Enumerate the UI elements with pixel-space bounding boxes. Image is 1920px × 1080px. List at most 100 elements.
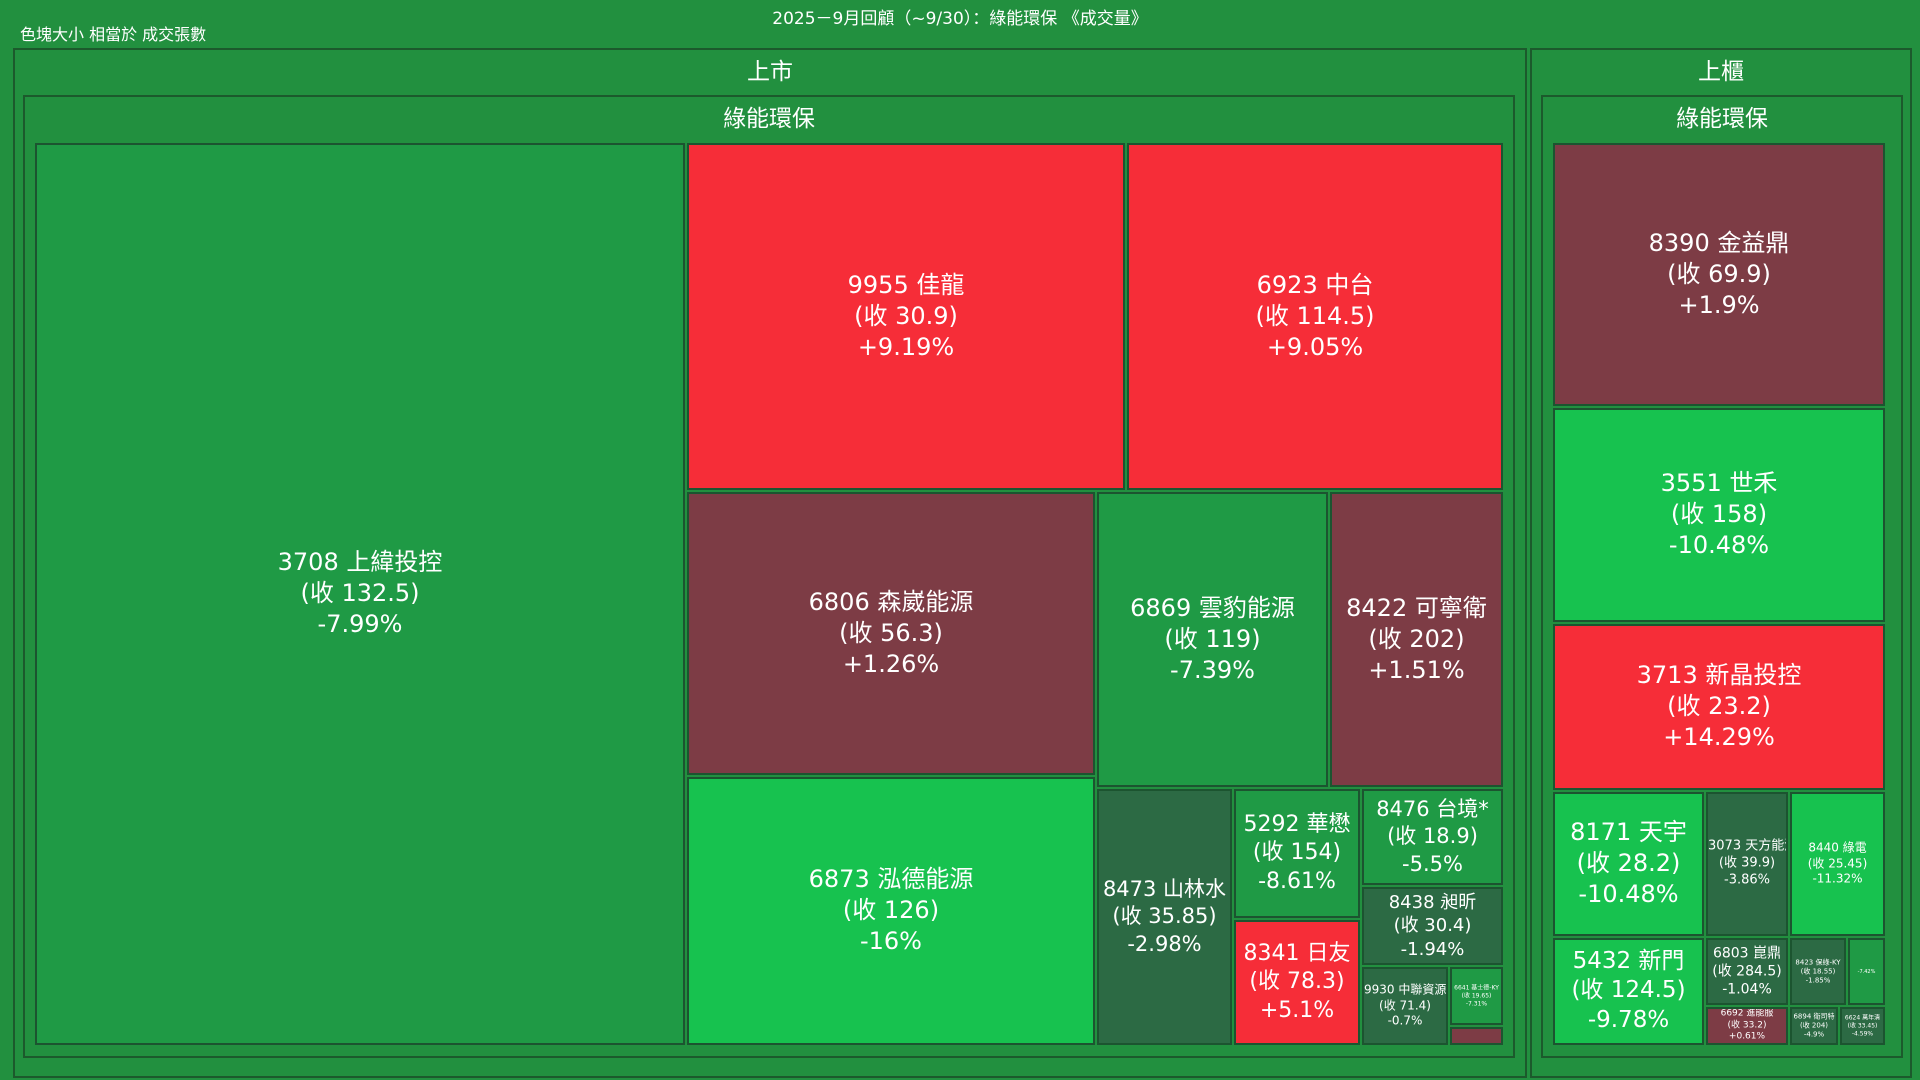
treemap-tile-5292[interactable]: 5292 華懋 (收 154) -8.61% xyxy=(1234,789,1360,918)
treemap-tile-3708[interactable]: 3708 上緯投控 (收 132.5) -7.99% xyxy=(35,143,685,1045)
tile-close-price: (收 56.3) xyxy=(839,618,943,647)
tile-close-price: (收 18.55) xyxy=(1800,966,1836,975)
tile-change-pct: +9.19% xyxy=(857,333,955,362)
tile-stock-name: 6894 衛司特 xyxy=(1793,1012,1835,1021)
tile-label: 8440 綠電 (收 25.45) -11.32% xyxy=(1792,841,1883,888)
tile-change-pct: +14.29% xyxy=(1663,723,1775,752)
treemap-tile-8423[interactable]: 8423 保綠-KY (收 18.55) -1.85% xyxy=(1790,938,1846,1005)
tile-change-pct: -5.5% xyxy=(1402,851,1463,876)
treemap-tile[interactable] xyxy=(1450,1027,1503,1045)
treemap-tile-6692[interactable]: 6692 進能服 (收 33.2) +0.61% xyxy=(1706,1007,1788,1045)
tile-change-pct: -10.48% xyxy=(1578,880,1679,909)
tile-stock-name: 6923 中台 xyxy=(1256,270,1374,299)
treemap-tile-6806[interactable]: 6806 森崴能源 (收 56.3) +1.26% xyxy=(687,492,1095,775)
treemap-tile-6873[interactable]: 6873 泓德能源 (收 126) -16% xyxy=(687,777,1095,1045)
treemap-tile-6923[interactable]: 6923 中台 (收 114.5) +9.05% xyxy=(1127,143,1503,490)
tile-label: 8476 台境* (收 18.9) -5.5% xyxy=(1364,796,1501,878)
tile-change-pct: +1.9% xyxy=(1678,291,1760,320)
tile-change-pct: -9.78% xyxy=(1587,1007,1670,1034)
tile-label: 8341 日友 (收 78.3) +5.1% xyxy=(1236,940,1358,1026)
treemap-tile[interactable]: -7.42% xyxy=(1848,938,1885,1005)
tile-stock-name: 6873 泓德能源 xyxy=(808,865,974,894)
tile-close-price: (收 23.2) xyxy=(1667,692,1771,721)
sector-panel xyxy=(1541,95,1903,1058)
sector-title: 綠能環保 xyxy=(1676,106,1768,132)
market-title: 上市 xyxy=(747,59,793,85)
treemap-tile-8390[interactable]: 8390 金益鼎 (收 69.9) +1.9% xyxy=(1553,143,1885,406)
treemap-tile-9955[interactable]: 9955 佳龍 (收 30.9) +9.19% xyxy=(687,143,1125,490)
treemap-tile-5432[interactable]: 5432 新門 (收 124.5) -9.78% xyxy=(1553,938,1704,1045)
tile-label: 8423 保綠-KY (收 18.55) -1.85% xyxy=(1792,958,1844,985)
tile-stock-name: 6869 雲豹能源 xyxy=(1130,593,1295,622)
tile-close-price: (收 28.2) xyxy=(1576,849,1681,878)
tile-label: 8438 昶昕 (收 30.4) -1.94% xyxy=(1364,891,1501,961)
treemap-tile-3551[interactable]: 3551 世禾 (收 158) -10.48% xyxy=(1553,408,1885,622)
treemap-tile-8438[interactable]: 8438 昶昕 (收 30.4) -1.94% xyxy=(1362,887,1503,965)
tile-change-pct: -16% xyxy=(859,927,922,956)
tile-label: 3713 新晶投控 (收 23.2) +14.29% xyxy=(1555,660,1883,754)
tile-stock-name: 8422 可寧衛 xyxy=(1346,593,1487,622)
tile-change-pct: -1.94% xyxy=(1400,938,1465,960)
size-legend-note: 色塊大小 相當於 成交張數 xyxy=(20,25,207,44)
treemap-tile-8476[interactable]: 8476 台境* (收 18.9) -5.5% xyxy=(1362,789,1503,885)
tile-label: 5292 華懋 (收 154) -8.61% xyxy=(1236,811,1358,897)
tile-close-price: (收 202) xyxy=(1368,624,1465,653)
tile-label: -7.42% xyxy=(1850,968,1883,975)
tile-label: 6923 中台 (收 114.5) +9.05% xyxy=(1129,270,1501,364)
tile-stock-name: 9930 中聯資源 xyxy=(1364,982,1447,997)
tile-change-pct: -4.59% xyxy=(1851,1029,1874,1037)
treemap-tile-6641[interactable]: 6641 基士德-KY (收 19.65) -7.31% xyxy=(1450,967,1503,1025)
sector-title: 綠能環保 xyxy=(723,106,815,132)
tile-label: 6806 森崴能源 (收 56.3) +1.26% xyxy=(689,587,1093,681)
tile-label: 3073 天方能源(收 39.9)-3.86% xyxy=(1708,839,1786,890)
tile-close-price: (收 126) xyxy=(842,896,940,925)
tile-close-price: (收 35.85) xyxy=(1112,904,1217,929)
tile-stock-name: 3073 天方能源 xyxy=(1708,838,1786,854)
tile-label: 3708 上緯投控 (收 132.5) -7.99% xyxy=(37,547,683,641)
tile-label: 6624 萬年清 (收 33.45) -4.59% xyxy=(1842,1014,1883,1037)
treemap-tile-8473[interactable]: 8473 山林水 (收 35.85) -2.98% xyxy=(1097,789,1232,1045)
treemap-tile-6624[interactable]: 6624 萬年清 (收 33.45) -4.59% xyxy=(1840,1007,1885,1045)
treemap-tile-6894[interactable]: 6894 衛司特 (收 204) -4.9% xyxy=(1790,1007,1838,1045)
tile-stock-name: 5432 新門 xyxy=(1572,947,1685,974)
treemap-tile-6803[interactable]: 6803 崑鼎 (收 284.5) -1.04% xyxy=(1706,938,1788,1005)
sector-panel xyxy=(23,95,1515,1058)
tile-label: 6873 泓德能源 (收 126) -16% xyxy=(689,864,1093,958)
tile-close-price: (收 124.5) xyxy=(1571,977,1686,1004)
tile-label: 9955 佳龍 (收 30.9) +9.19% xyxy=(689,270,1123,364)
treemap-tile-8341[interactable]: 8341 日友 (收 78.3) +5.1% xyxy=(1234,920,1360,1045)
tile-label: 6869 雲豹能源 (收 119) -7.39% xyxy=(1099,593,1326,687)
market-panel xyxy=(1530,48,1912,1078)
market-title: 上櫃 xyxy=(1698,59,1744,85)
treemap-tile-9930[interactable]: 9930 中聯資源 (收 71.4) -0.7% xyxy=(1362,967,1448,1045)
tile-change-pct: +1.51% xyxy=(1368,656,1465,685)
tile-change-pct: +1.26% xyxy=(842,650,940,679)
tile-close-price: (收 30.9) xyxy=(854,301,958,330)
tile-label: 8171 天宇 (收 28.2) -10.48% xyxy=(1555,817,1702,911)
tile-stock-name: 3708 上緯投控 xyxy=(277,548,443,577)
treemap-tile-3713[interactable]: 3713 新晶投控 (收 23.2) +14.29% xyxy=(1553,624,1885,790)
tile-stock-name: 6803 崑鼎 xyxy=(1712,945,1782,962)
treemap-tile-8422[interactable]: 8422 可寧衛 (收 202) +1.51% xyxy=(1330,492,1503,787)
tile-close-price: (收 158) xyxy=(1670,500,1768,529)
treemap-tile-6869[interactable]: 6869 雲豹能源 (收 119) -7.39% xyxy=(1097,492,1328,787)
tile-close-price: (收 154) xyxy=(1252,840,1342,866)
tile-close-price: (收 132.5) xyxy=(300,579,420,608)
tile-change-pct: -8.61% xyxy=(1258,868,1336,894)
tile-stock-name: 8171 天宇 xyxy=(1570,818,1687,847)
tile-label: 5432 新門 (收 124.5) -9.78% xyxy=(1555,947,1702,1037)
treemap-tile-8440[interactable]: 8440 綠電 (收 25.45) -11.32% xyxy=(1790,792,1885,936)
treemap-tile-8171[interactable]: 8171 天宇 (收 28.2) -10.48% xyxy=(1553,792,1704,936)
tile-close-price: (收 33.45) xyxy=(1847,1022,1878,1030)
tile-change-pct: -3.86% xyxy=(1724,872,1770,888)
tile-change-pct: +9.05% xyxy=(1266,333,1364,362)
tile-stock-name: 3551 世禾 xyxy=(1660,469,1778,498)
tile-stock-name: 8476 台境* xyxy=(1376,797,1489,822)
tile-close-price: (收 39.9) xyxy=(1718,855,1776,871)
tile-change-pct: -11.32% xyxy=(1812,871,1863,886)
treemap-tile-3073[interactable]: 3073 天方能源(收 39.9)-3.86% xyxy=(1706,792,1788,936)
market-panel xyxy=(13,48,1527,1078)
tile-change-pct: -7.99% xyxy=(317,610,403,639)
tile-close-price: (收 78.3) xyxy=(1249,969,1345,995)
tile-label: 9930 中聯資源 (收 71.4) -0.7% xyxy=(1364,983,1446,1030)
